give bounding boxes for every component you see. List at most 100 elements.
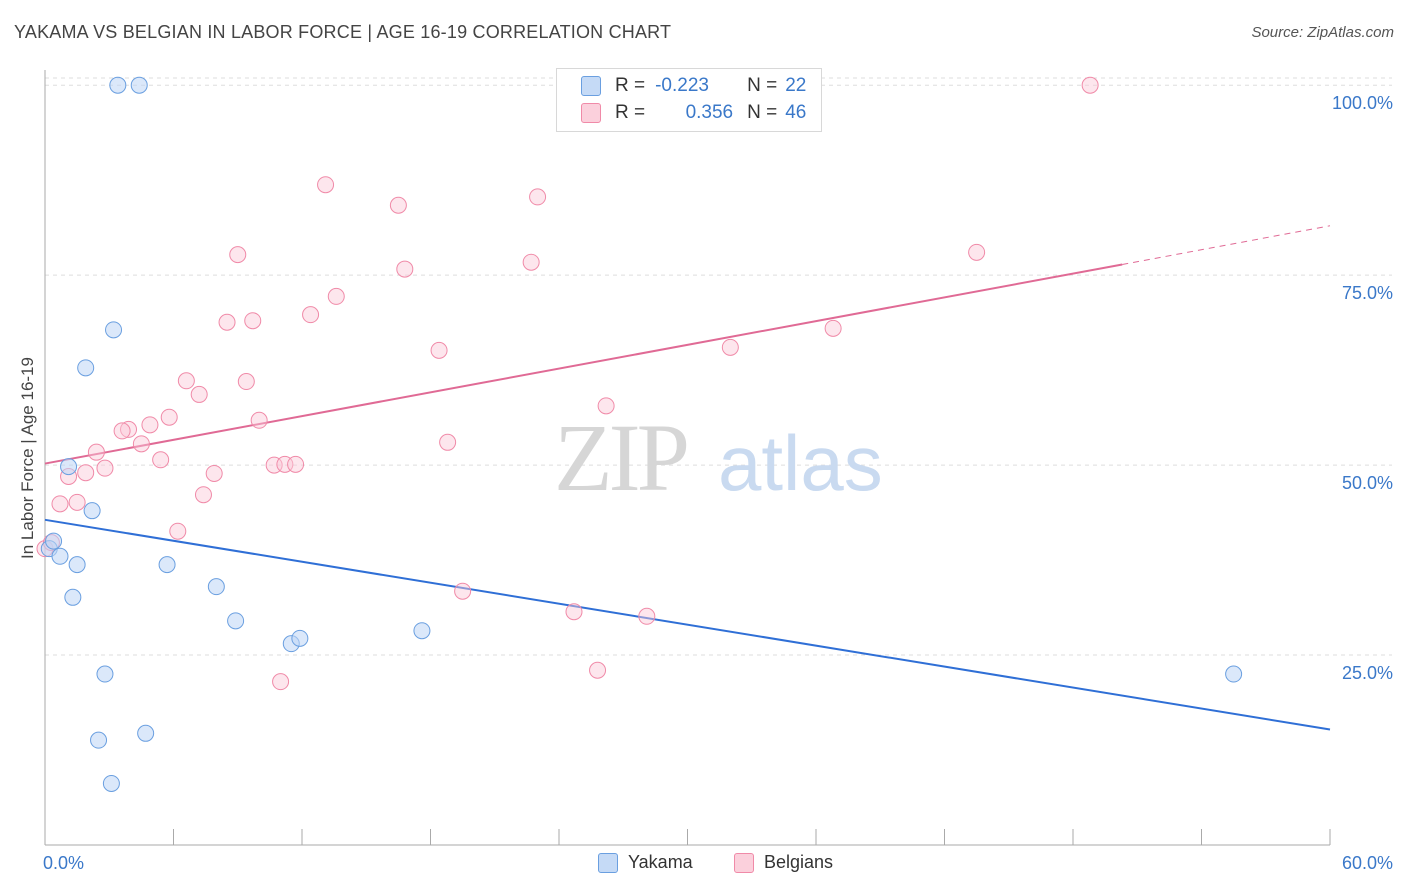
chart-title: YAKAMA VS BELGIAN IN LABOR FORCE | AGE 1… bbox=[14, 22, 672, 42]
belgians-n-label: N = bbox=[747, 102, 778, 123]
y-tick-label: 50.0% bbox=[1342, 473, 1393, 493]
belgians-point bbox=[302, 306, 320, 324]
yakama-point bbox=[51, 547, 69, 565]
belgians-point bbox=[77, 464, 95, 482]
yakama-point bbox=[90, 731, 108, 749]
belgians-trend-extension bbox=[1122, 225, 1331, 266]
yakama-point bbox=[60, 458, 78, 476]
belgians-point bbox=[152, 451, 170, 469]
belgians-point bbox=[244, 312, 262, 330]
trend-lines bbox=[44, 225, 1331, 731]
belgians-point bbox=[597, 397, 615, 415]
belgians-n-value: 46 bbox=[785, 102, 807, 123]
yakama-point bbox=[64, 588, 82, 606]
yakama-point bbox=[102, 774, 120, 792]
belgians-point bbox=[120, 420, 138, 438]
belgians-point bbox=[287, 455, 305, 473]
x-tick-labels: 0.0% 60.0% bbox=[43, 853, 1393, 873]
belgians-point bbox=[141, 416, 159, 434]
yakama-point bbox=[207, 578, 225, 596]
belgians-point bbox=[87, 443, 105, 461]
belgians-point bbox=[327, 287, 345, 305]
belgians-point bbox=[51, 495, 69, 513]
yakama-point bbox=[105, 321, 123, 339]
belgians-legend-label: Belgians bbox=[764, 852, 834, 872]
belgians-legend-swatch bbox=[734, 852, 754, 873]
belgians-point bbox=[439, 433, 457, 451]
belgians-point bbox=[250, 411, 268, 429]
gridlines bbox=[45, 77, 1392, 656]
yakama-point bbox=[413, 622, 431, 640]
belgians-point bbox=[396, 260, 414, 278]
bottom-legend-belgians: Belgians bbox=[734, 852, 833, 873]
belgians-point bbox=[68, 493, 86, 511]
y-tick-label: 75.0% bbox=[1342, 283, 1393, 303]
belgians-point bbox=[190, 385, 208, 403]
yakama-swatch bbox=[581, 76, 601, 96]
belgians-point bbox=[589, 661, 607, 679]
x-tick-label-min: 0.0% bbox=[43, 853, 84, 873]
belgians-point bbox=[529, 188, 547, 206]
belgians-point bbox=[454, 582, 472, 600]
belgians-trend-line bbox=[44, 263, 1123, 465]
yakama-r-label: R = bbox=[615, 75, 646, 96]
watermark: ZIP atlas bbox=[554, 404, 883, 511]
belgians-point bbox=[237, 373, 255, 391]
yakama-legend-swatch bbox=[598, 852, 618, 873]
belgians-point bbox=[169, 522, 187, 540]
belgians-point bbox=[229, 246, 247, 264]
belgians-point bbox=[160, 408, 178, 426]
yakama-point bbox=[77, 359, 95, 377]
belgians-point bbox=[194, 486, 212, 504]
yakama-point bbox=[83, 502, 101, 520]
yakama-trend-line bbox=[44, 518, 1331, 731]
legend-row-belgians: R = 0.356 N = 46 bbox=[581, 100, 806, 126]
belgians-point bbox=[317, 176, 335, 194]
yakama-point bbox=[130, 76, 148, 94]
legend-row-yakama: R = -0.223 N = 22 bbox=[581, 73, 806, 99]
yakama-point bbox=[109, 76, 127, 94]
yakama-point bbox=[158, 556, 176, 574]
stats-legend: R = -0.223 N = 22 R = 0.356 N = 46 bbox=[556, 68, 822, 132]
yakama-n-value: 22 bbox=[785, 75, 807, 96]
x-tick-label-max: 60.0% bbox=[1342, 853, 1393, 873]
belgians-point bbox=[721, 338, 739, 356]
yakama-point bbox=[1225, 665, 1243, 683]
bottom-legend-yakama: Yakama bbox=[598, 852, 693, 873]
belgians-point bbox=[96, 459, 114, 477]
belgians-point bbox=[522, 253, 540, 271]
belgians-swatch bbox=[581, 103, 601, 123]
yakama-legend-label: Yakama bbox=[628, 852, 693, 872]
belgians-point bbox=[218, 313, 236, 331]
belgians-point bbox=[430, 341, 448, 359]
belgians-point bbox=[113, 422, 131, 440]
y-tick-label: 25.0% bbox=[1342, 663, 1393, 683]
source-label: Source: ZipAtlas.com bbox=[1251, 24, 1394, 41]
data-points bbox=[36, 76, 1243, 792]
belgians-point bbox=[177, 372, 195, 390]
belgians-point bbox=[565, 603, 583, 621]
belgians-point bbox=[638, 607, 656, 625]
yakama-point bbox=[137, 724, 155, 742]
yakama-point bbox=[45, 532, 63, 550]
watermark-atlas: atlas bbox=[718, 419, 883, 507]
belgians-r-label: R = bbox=[615, 102, 646, 123]
yakama-r-value: -0.223 bbox=[655, 75, 709, 96]
y-tick-label: 100.0% bbox=[1332, 93, 1393, 113]
yakama-point bbox=[227, 612, 245, 630]
belgians-point bbox=[205, 464, 223, 482]
belgians-point bbox=[1081, 76, 1099, 94]
belgians-point bbox=[272, 673, 290, 691]
watermark-zip: ZIP bbox=[554, 404, 687, 511]
belgians-point bbox=[132, 435, 150, 453]
axes bbox=[44, 70, 1331, 846]
yakama-point bbox=[68, 556, 86, 574]
y-tick-labels: 25.0% 50.0% 75.0% 100.0% bbox=[1332, 93, 1393, 683]
belgians-r-value: 0.356 bbox=[685, 102, 734, 123]
belgians-point bbox=[389, 196, 407, 214]
yakama-point bbox=[291, 629, 309, 647]
yakama-n-label: N = bbox=[747, 75, 778, 96]
belgians-point bbox=[968, 243, 986, 261]
yakama-point bbox=[96, 665, 114, 683]
